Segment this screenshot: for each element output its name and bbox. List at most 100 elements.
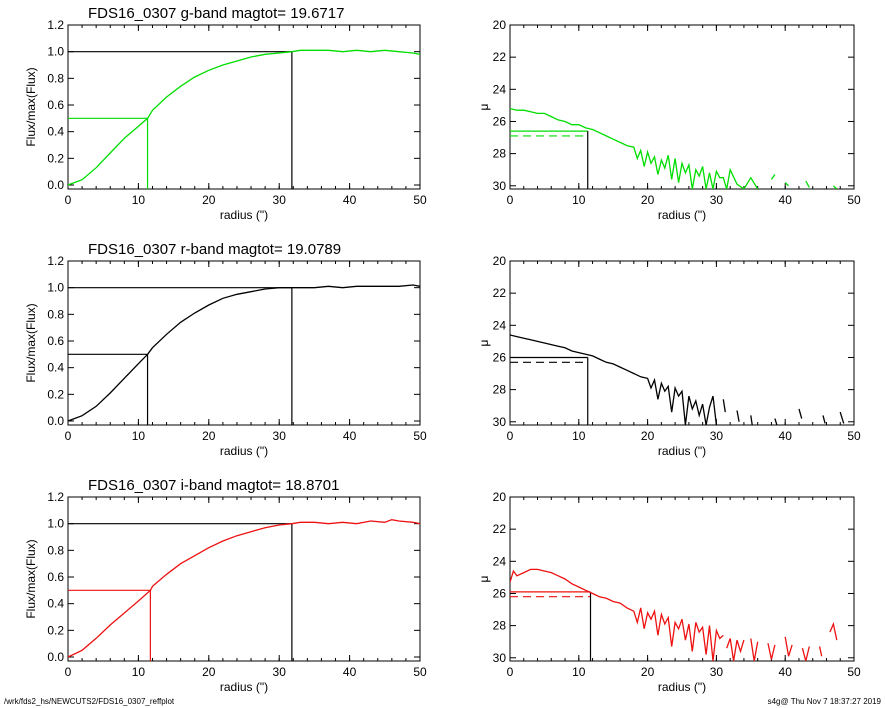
series-line-6 xyxy=(822,415,826,424)
y-tick-label: 0.6 xyxy=(47,570,64,584)
x-tick-label: 30 xyxy=(273,193,287,207)
x-tick-label: 0 xyxy=(507,193,514,207)
y-axis-title: μ xyxy=(477,103,491,110)
y-tick-label: 22 xyxy=(493,522,507,536)
y-tick-label: 1.2 xyxy=(47,18,64,32)
x-axis-title: radius (") xyxy=(658,680,706,694)
series-line-7 xyxy=(829,621,838,641)
series-line-2 xyxy=(750,638,759,661)
y-tick-label: 1.2 xyxy=(47,254,64,268)
x-tick-label: 40 xyxy=(779,193,793,207)
plot-frame xyxy=(509,260,855,426)
y-tick-label: 20 xyxy=(493,18,507,32)
x-tick-label: 40 xyxy=(343,193,357,207)
panel-i-growth-curve: 0 10 20 30 40 50 0.0 0.2 0.4 0.6 0.8 1.0 1.2 radius (… xyxy=(24,477,427,694)
panel-r-surface-brightness: 0 10 20 30 40 50 20 22 24 26 28 30 radius (") μ xyxy=(477,254,861,458)
series-line-3 xyxy=(750,415,753,425)
x-tick-label: 50 xyxy=(413,193,427,207)
y-tick-label: 0.2 xyxy=(47,387,64,401)
series-line-5 xyxy=(801,646,810,661)
series-line-2 xyxy=(784,182,790,187)
x-tick-label: 10 xyxy=(132,193,146,207)
x-tick-label: 10 xyxy=(132,429,146,443)
x-tick-label: 40 xyxy=(343,665,357,679)
x-tick-label: 0 xyxy=(65,429,72,443)
y-tick-label: 28 xyxy=(493,383,507,397)
x-tick-label: 50 xyxy=(413,429,427,443)
x-tick-label: 50 xyxy=(847,193,861,207)
plot-frame xyxy=(67,24,421,190)
y-tick-label: 30 xyxy=(493,651,507,665)
x-tick-label: 20 xyxy=(202,665,216,679)
y-tick-label: 1.0 xyxy=(47,517,64,531)
panel-g-surface-brightness: 0 10 20 30 40 50 20 22 24 26 28 30 radius (") μ xyxy=(477,18,861,222)
series-line-2 xyxy=(736,410,740,422)
y-tick-label: 0.0 xyxy=(47,414,64,428)
x-tick-label: 0 xyxy=(507,429,514,443)
series-line-1 xyxy=(726,638,745,661)
footer-timestamp: s4g@ Thu Nov 7 18:37:27 2019 xyxy=(767,697,881,706)
x-tick-label: 30 xyxy=(710,665,724,679)
panel-title: FDS16_0307 i-band magtot= 18.8701 xyxy=(88,477,339,494)
y-tick-label: 0.6 xyxy=(47,98,64,112)
x-tick-label: 30 xyxy=(710,193,724,207)
series-line-0 xyxy=(510,107,759,189)
y-tick-label: 0.8 xyxy=(47,71,64,85)
plot-frame xyxy=(67,496,421,662)
y-tick-label: 0.6 xyxy=(47,334,64,348)
x-axis-title: radius (") xyxy=(658,208,706,222)
y-tick-label: 26 xyxy=(493,350,507,364)
series-line-1 xyxy=(770,174,776,180)
x-tick-label: 40 xyxy=(779,665,793,679)
x-tick-label: 20 xyxy=(202,193,216,207)
x-tick-label: 20 xyxy=(641,193,655,207)
x-tick-label: 0 xyxy=(65,665,72,679)
x-axis-title: radius (") xyxy=(220,444,268,458)
x-tick-label: 10 xyxy=(572,665,586,679)
y-tick-label: 0.4 xyxy=(47,125,64,139)
x-tick-label: 40 xyxy=(343,429,357,443)
y-tick-label: 0.8 xyxy=(47,543,64,557)
y-tick-label: 0.4 xyxy=(47,597,64,611)
x-tick-label: 30 xyxy=(273,429,287,443)
y-axis-title: Flux/max(Flux) xyxy=(24,303,38,382)
y-axis-title: μ xyxy=(477,575,491,582)
x-tick-label: 40 xyxy=(779,429,793,443)
y-tick-label: 28 xyxy=(493,147,507,161)
y-tick-label: 28 xyxy=(493,619,507,633)
panel-g-growth-curve: 0 10 20 30 40 50 0.0 0.2 0.4 0.6 0.8 1.0 1.2 radius (… xyxy=(24,5,427,222)
y-axis-title: μ xyxy=(477,339,491,346)
x-tick-label: 20 xyxy=(641,429,655,443)
series-line-3 xyxy=(805,180,810,188)
y-axis-title: Flux/max(Flux) xyxy=(24,67,38,146)
y-tick-label: 24 xyxy=(493,318,507,332)
x-axis-title: radius (") xyxy=(220,680,268,694)
panel-title: FDS16_0307 g-band magtot= 19.6717 xyxy=(88,5,344,22)
y-tick-label: 26 xyxy=(493,586,507,600)
y-axis-title: Flux/max(Flux) xyxy=(24,539,38,618)
y-tick-label: 20 xyxy=(493,254,507,268)
series-line-0 xyxy=(68,284,420,422)
series-line-4 xyxy=(784,636,793,657)
series-line-4 xyxy=(832,185,838,189)
y-tick-label: 1.0 xyxy=(47,45,64,59)
plot-frame xyxy=(509,24,855,190)
y-tick-label: 22 xyxy=(493,286,507,300)
y-tick-label: 26 xyxy=(493,114,507,128)
panel-i-surface-brightness: 0 10 20 30 40 50 20 22 24 26 28 30 radius (") μ xyxy=(477,490,861,694)
series-line-0 xyxy=(510,334,718,425)
x-tick-label: 10 xyxy=(572,193,586,207)
y-tick-label: 0.0 xyxy=(47,178,64,192)
x-tick-label: 10 xyxy=(132,665,146,679)
y-tick-label: 22 xyxy=(493,50,507,64)
x-tick-label: 10 xyxy=(572,429,586,443)
series-line-3 xyxy=(767,643,776,660)
x-tick-label: 20 xyxy=(641,665,655,679)
x-tick-label: 50 xyxy=(847,429,861,443)
x-tick-label: 30 xyxy=(710,429,724,443)
y-tick-label: 20 xyxy=(493,490,507,504)
y-tick-label: 1.2 xyxy=(47,490,64,504)
series-line-5 xyxy=(798,408,803,419)
plot-frame xyxy=(509,496,855,662)
